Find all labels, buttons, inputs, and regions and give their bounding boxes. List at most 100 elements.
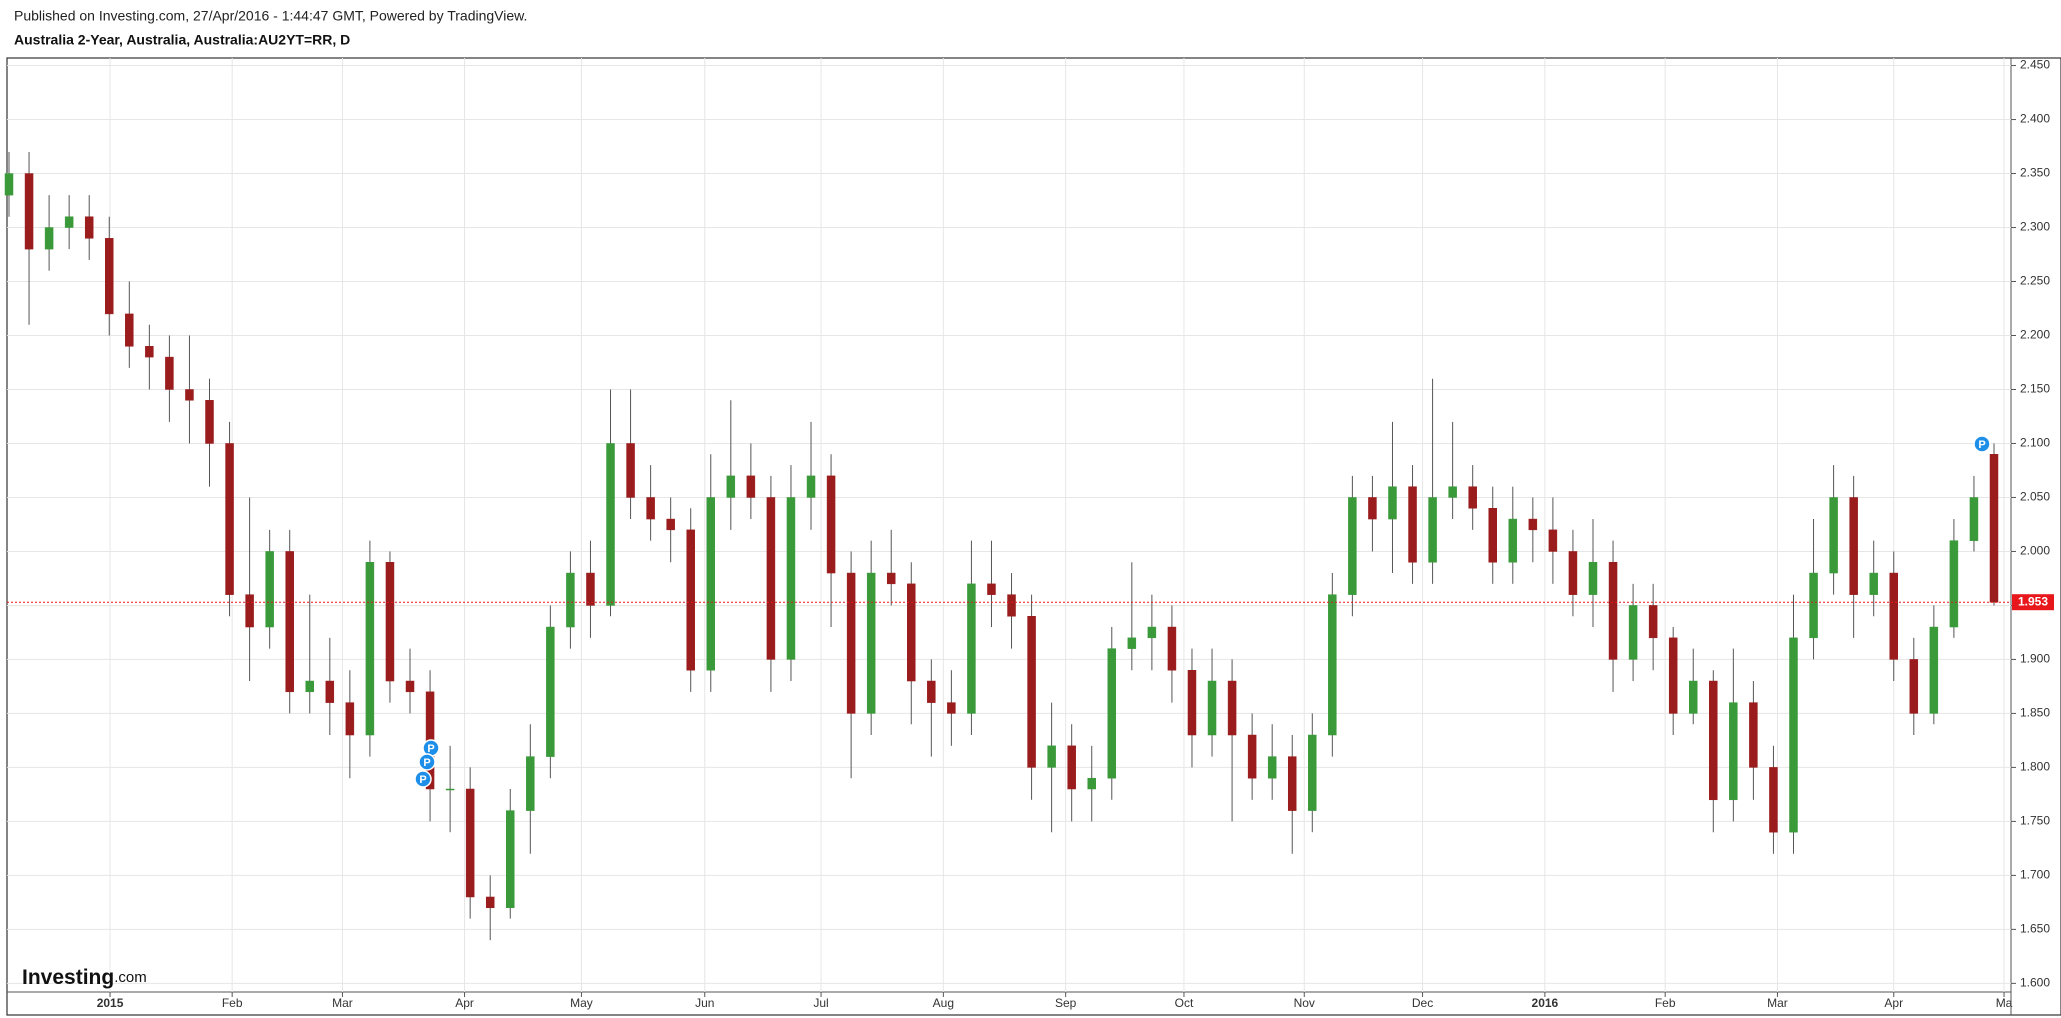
candle-body (1468, 486, 1477, 509)
candle-body (566, 572, 575, 628)
candle-body (325, 680, 335, 703)
candle-body (245, 594, 254, 628)
candle-body (1749, 702, 1758, 768)
x-tick-label: Feb (222, 996, 243, 1010)
candle-body (365, 562, 375, 736)
candle-body (947, 702, 956, 714)
y-tick-label: 1.850 (2020, 706, 2050, 720)
candle-body (1107, 648, 1117, 779)
logo-suffix: .com (114, 969, 147, 986)
candle-body (1488, 508, 1497, 563)
candle-body (1829, 497, 1838, 574)
x-tick-label: May (570, 996, 593, 1010)
candle-body (846, 572, 856, 714)
x-tick-label: Aug (933, 996, 954, 1010)
chart-title: Australia 2-Year, Australia, Australia:A… (14, 32, 350, 48)
candle-body (44, 227, 54, 250)
candle-body (586, 572, 595, 606)
candle-body (1628, 605, 1638, 660)
chart-frame (6, 57, 2061, 1016)
candle-body (185, 389, 194, 401)
candle-body (1267, 756, 1277, 779)
candle-body (125, 313, 134, 347)
candle-body (786, 497, 796, 660)
candle-body (1709, 680, 1718, 801)
candle-body (24, 173, 34, 250)
candle-body (746, 475, 756, 498)
candle-body (907, 583, 916, 682)
y-tick-label: 2.400 (2020, 112, 2050, 126)
y-tick-label: 1.650 (2020, 922, 2050, 936)
candle-body (1608, 562, 1618, 660)
y-tick-label: 2.350 (2020, 166, 2050, 180)
pin (418, 753, 436, 771)
y-tick-label: 2.050 (2020, 490, 2050, 504)
candle-body (1809, 572, 1818, 639)
candle-body (927, 680, 936, 703)
candle-body (967, 583, 976, 714)
x-tick-label: Apr (1884, 996, 1903, 1010)
x-tick-label: Apr (455, 996, 474, 1010)
candle-body (1348, 497, 1357, 595)
candle-body (666, 518, 675, 531)
candle-body (806, 475, 816, 498)
candle-body (1849, 497, 1858, 595)
x-tick-label: Feb (1655, 996, 1676, 1010)
candle-body (165, 356, 174, 390)
candle-body (465, 788, 475, 898)
candle-body (726, 475, 736, 498)
candle-body (1989, 454, 1999, 603)
x-tick-label: Nov (1294, 996, 1315, 1010)
y-tick-label: 1.700 (2020, 868, 2050, 882)
x-tick-label: 2016 (1532, 996, 1559, 1010)
y-tick-label: 1.800 (2020, 760, 2050, 774)
candle-body (345, 702, 355, 736)
candle-body (1147, 626, 1157, 639)
candle-body (1428, 497, 1437, 563)
candle-body (826, 475, 836, 574)
x-tick-label: Sep (1055, 996, 1077, 1010)
candle-body (686, 529, 695, 671)
candle-body (1207, 680, 1217, 736)
last-price-box (2012, 594, 2054, 611)
candle-body (84, 216, 94, 239)
candle-body (1067, 745, 1076, 790)
y-tick-label: 2.200 (2020, 328, 2050, 342)
grid: 1.6001.6501.7001.7501.8001.8501.9001.950… (7, 58, 2050, 1010)
published-note: Published on Investing.com, 27/Apr/2016 … (14, 8, 527, 24)
y-tick-label: 2.300 (2020, 220, 2050, 234)
candle-body (626, 443, 635, 498)
candle-body (145, 346, 154, 358)
candle-body (1187, 669, 1197, 736)
candle-body (1729, 702, 1738, 801)
y-tick-label: 2.100 (2020, 436, 2050, 450)
y-tick-label: 1.900 (2020, 652, 2050, 666)
y-tick-label: 1.750 (2020, 814, 2050, 828)
x-tick-label: Mar (332, 996, 353, 1010)
candle-body (987, 583, 996, 595)
candle-body (1287, 756, 1297, 811)
candle-body (1929, 626, 1939, 714)
x-tick-label: Ma (1996, 996, 2013, 1010)
candle-body (766, 497, 776, 660)
candle-body (485, 896, 495, 909)
candle-body (105, 238, 114, 315)
candle-body (1247, 734, 1257, 779)
candle-body (1528, 518, 1538, 531)
pin (1973, 435, 1991, 453)
candle-body (385, 562, 395, 682)
pin-label: P (427, 743, 434, 755)
candle-body (1909, 659, 1919, 714)
y-tick-label: 1.600 (2020, 976, 2050, 990)
candle-body (4, 173, 14, 196)
candle-body (1448, 486, 1457, 498)
candle-body (205, 400, 214, 444)
pin-label: P (1978, 439, 1985, 451)
x-tick-label: Mar (1767, 996, 1788, 1010)
logo: Investing.com (22, 966, 147, 989)
candle-body (886, 572, 896, 585)
candle-body (1648, 605, 1658, 639)
candle-body (1588, 562, 1598, 595)
